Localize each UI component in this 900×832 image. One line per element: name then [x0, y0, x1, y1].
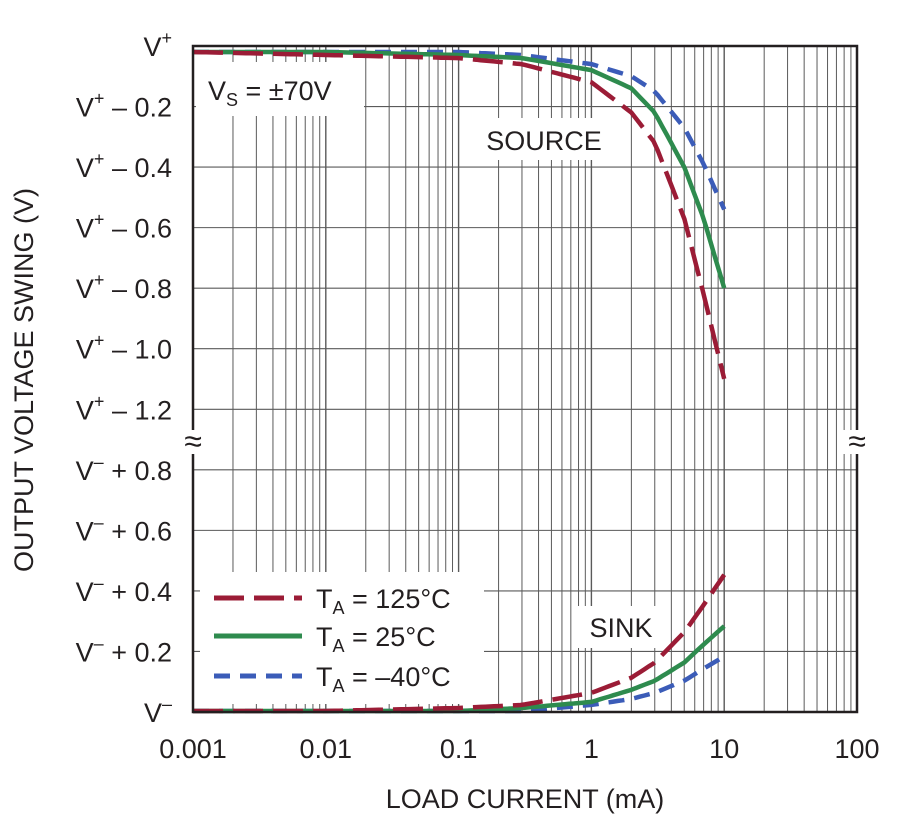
- y-tick-label: V+ – 0.6: [76, 210, 172, 244]
- x-tick-label: 10: [709, 734, 739, 764]
- legend-label-minus40c: TA = –40°C: [316, 662, 451, 696]
- x-tick-label: 0.01: [300, 734, 353, 764]
- y-tick-label: V–: [144, 694, 172, 728]
- legend: TA = 125°C TA = 25°C TA = –40°C: [200, 572, 484, 704]
- y-tick-label: V+: [143, 28, 172, 62]
- source-label: SOURCE: [486, 126, 602, 156]
- x-tick-label: 100: [834, 734, 879, 764]
- x-axis-label: LOAD CURRENT (mA): [386, 784, 665, 814]
- sink-label: SINK: [589, 613, 652, 643]
- y-tick-label: V+ – 0.8: [76, 270, 172, 304]
- axis-break-left-bg: [178, 430, 208, 454]
- x-tick-label: 0.001: [159, 734, 227, 764]
- y-tick-label: V+ – 1.0: [76, 331, 172, 365]
- axis-break-right: ≈: [848, 423, 866, 459]
- y-tick-label: V– + 0.8: [76, 452, 172, 486]
- y-tick-labels: V+ V+ – 0.2 V+ – 0.4 V+ – 0.6 V+ – 0.8 V+ – 1…: [76, 28, 172, 728]
- x-tick-label: 1: [584, 734, 599, 764]
- plot-frame: [191, 44, 859, 714]
- legend-label-25c: TA = 25°C: [316, 622, 436, 656]
- y-tick-label: V+ – 1.2: [76, 391, 172, 425]
- y-tick-label: V– + 0.4: [76, 573, 172, 607]
- y-axis-label: OUTPUT VOLTAGE SWING (V): [9, 188, 39, 572]
- series-125c-source-line: [192, 49, 727, 380]
- y-tick-label: V+ – 0.2: [76, 89, 172, 123]
- legend-label-125c: TA = 125°C: [316, 584, 451, 618]
- sink-label-bg: [578, 606, 664, 648]
- axis-break-left: ≈: [184, 423, 202, 459]
- source-label-bg: [478, 118, 610, 160]
- y-tick-label: V+ – 0.4: [76, 149, 172, 183]
- x-tick-labels: 0.001 0.01 0.1 1 10 100: [159, 734, 879, 764]
- supply-label-bg: [196, 62, 364, 116]
- x-tick-label: 0.1: [440, 734, 478, 764]
- y-tick-label: V– + 0.2: [76, 633, 172, 667]
- supply-label: VS = ±70V: [208, 76, 332, 110]
- y-tick-label: V– + 0.6: [76, 512, 172, 546]
- axis-break-right-bg: [842, 430, 872, 454]
